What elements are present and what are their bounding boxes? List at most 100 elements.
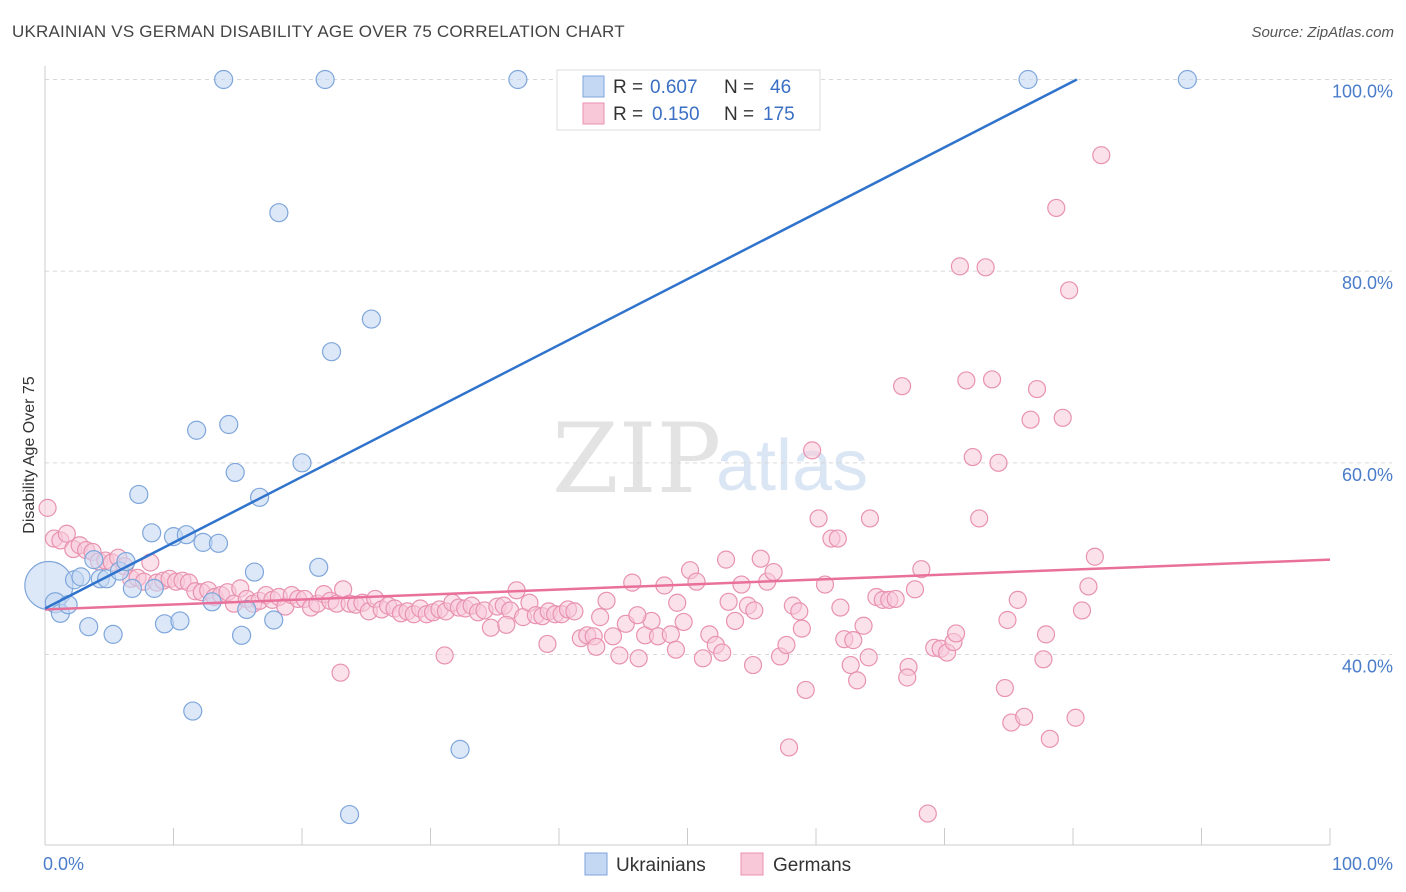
german-point — [1072, 601, 1092, 620]
ukrainian-point — [309, 557, 329, 577]
ukrainian-point — [339, 804, 360, 825]
german-point — [603, 627, 623, 646]
legend-swatch-blue — [582, 75, 605, 98]
german-point — [912, 560, 931, 579]
german-point — [831, 598, 850, 617]
bottom-legend-label-ukrainians: Ukrainians — [616, 855, 706, 876]
german-point — [946, 624, 966, 643]
ukrainian-point — [183, 701, 203, 721]
german-point — [982, 370, 1002, 389]
chart-title: UKRAINIAN VS GERMAN DISABILITY AGE OVER … — [12, 22, 625, 41]
bottom-legend-swatch-ukrainians — [584, 852, 608, 876]
german-point — [743, 655, 763, 675]
ukrainian-point — [208, 533, 229, 553]
german-point — [331, 663, 350, 682]
y-tick-label: 80.0% — [1342, 273, 1393, 293]
german-point — [57, 524, 76, 543]
german-point — [854, 616, 873, 635]
ukrainian-point — [321, 342, 342, 362]
german-point — [950, 257, 970, 276]
german-point — [970, 509, 989, 528]
watermark-atlas: atlas — [716, 426, 868, 506]
german-point — [1060, 281, 1079, 300]
german-point — [803, 441, 822, 460]
legend-swatch-pink — [582, 102, 605, 125]
german-point — [719, 592, 738, 611]
german-point — [1008, 590, 1027, 609]
german-point — [848, 671, 867, 690]
y-tick-labels: 40.0% 60.0% 80.0% 100.0% — [1332, 82, 1393, 677]
german-point — [481, 618, 500, 637]
bottom-legend-label-germans: Germans — [773, 855, 851, 876]
x-tick-labels: 0.0% 100.0% — [43, 854, 1393, 874]
legend-n-value: 175 — [763, 104, 795, 125]
x-tick-label: 100.0% — [1332, 854, 1393, 874]
y-tick-label: 60.0% — [1342, 465, 1393, 485]
german-point — [1079, 577, 1098, 596]
ukrainian-point — [142, 523, 162, 543]
german-point — [905, 580, 925, 599]
german-point — [779, 738, 799, 757]
german-point — [841, 655, 860, 675]
german-point — [844, 631, 863, 650]
legend-n-value: 46 — [770, 77, 791, 98]
ukrainian-point — [232, 625, 252, 645]
german-point — [764, 562, 783, 582]
ukrainian-point — [237, 599, 257, 620]
axes — [44, 66, 1331, 846]
ukrainian-point — [225, 462, 245, 483]
german-point — [828, 529, 847, 548]
german-point — [790, 602, 809, 621]
bottom-legend: Ukrainians Germans — [584, 852, 851, 876]
german-point — [886, 589, 905, 609]
legend-r-label: R = — [613, 77, 643, 98]
german-point — [745, 601, 764, 620]
german-point — [957, 371, 976, 390]
german-point — [998, 610, 1017, 630]
german-point — [565, 602, 584, 621]
ukrainian-point — [79, 617, 99, 637]
german-point — [1047, 198, 1066, 218]
german-point — [1040, 729, 1059, 748]
y-tick-label: 40.0% — [1342, 657, 1393, 677]
german-point — [674, 612, 693, 632]
german-point — [628, 606, 647, 625]
german-point — [751, 549, 770, 568]
german-point — [1092, 146, 1111, 165]
german-point — [918, 804, 937, 823]
ukrainian-point — [1018, 69, 1038, 90]
german-point — [898, 668, 917, 687]
german-point — [989, 453, 1008, 472]
german-point — [796, 680, 815, 700]
german-point — [1085, 547, 1104, 566]
german-point — [777, 635, 796, 655]
x-tick-label: 0.0% — [43, 854, 84, 874]
ukrainian-point — [58, 595, 78, 615]
legend-r-value: 0.607 — [650, 77, 698, 98]
ukrainian-point — [84, 550, 104, 570]
german-point — [497, 615, 516, 634]
german-point — [1066, 708, 1085, 727]
ukrainians-trend-line — [44, 78, 1078, 610]
german-point — [1034, 650, 1053, 669]
legend-r-label: R = — [613, 104, 643, 125]
german-point — [860, 509, 880, 528]
german-point — [610, 646, 629, 665]
german-point — [629, 649, 648, 668]
ukrainian-point — [122, 578, 142, 598]
german-point — [1053, 408, 1072, 427]
ukrainian-point — [508, 69, 528, 90]
watermark-zip: ZIP — [552, 403, 721, 515]
german-point — [623, 573, 642, 592]
german-point — [666, 640, 686, 659]
bottom-legend-swatch-germans — [740, 852, 764, 876]
ukrainian-point — [315, 69, 335, 90]
german-point — [435, 646, 454, 665]
german-point — [693, 649, 713, 668]
ukrainian-point — [71, 567, 91, 587]
german-point — [809, 509, 828, 528]
german-point — [538, 634, 557, 654]
german-point — [732, 575, 751, 594]
german-point — [859, 648, 878, 667]
